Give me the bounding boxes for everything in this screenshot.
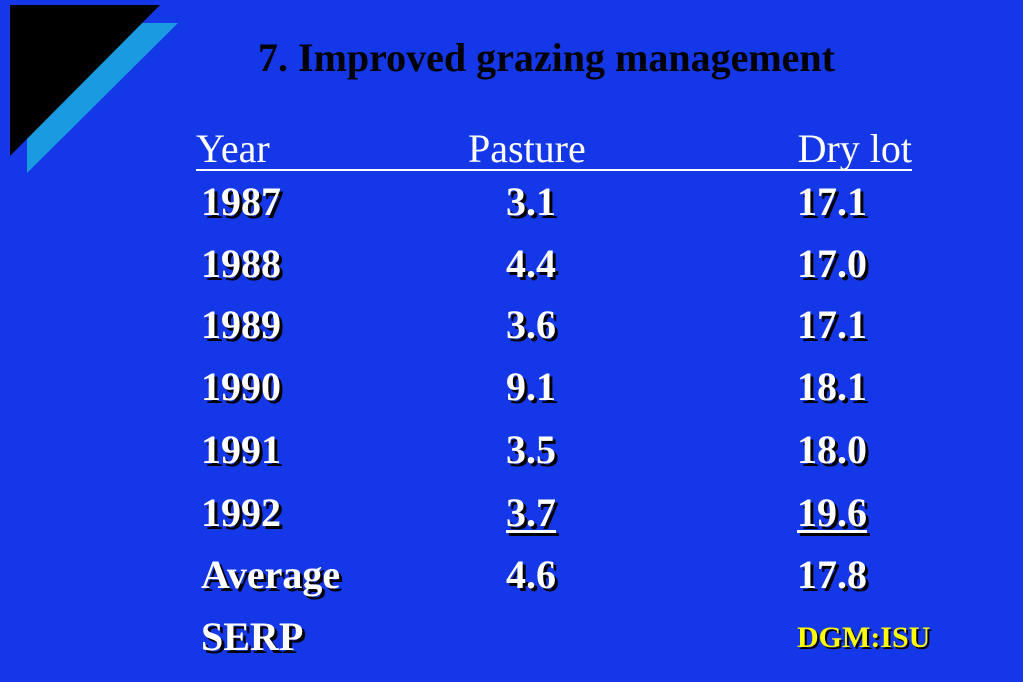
table-row: 1992 3.7 19.6 [0,487,1023,539]
pasture-cell: 3.7 [506,490,556,535]
table-row: 1989 3.6 17.1 [0,299,1023,351]
table-header: Year Pasture Dry lot [196,126,912,172]
pasture-cell: 9.1 [506,364,556,409]
corner-decoration [10,5,178,173]
drylot-cell: 18.0 [797,427,867,472]
table-row: 1991 3.5 18.0 [0,424,1023,476]
source-row: SERP [0,611,1023,663]
average-label: Average [201,552,341,597]
source-label: SERP [201,614,304,659]
header-pasture: Pasture [468,126,586,171]
table-row: 1987 3.1 17.1 [0,176,1023,228]
year-cell: 1990 [201,364,281,409]
average-pasture: 4.6 [506,552,556,597]
drylot-cell: 17.1 [797,302,867,347]
slide-title: 7. Improved grazing management [258,35,835,80]
header-year: Year [196,126,270,171]
average-row: Average 4.6 17.8 [0,549,1023,601]
pasture-cell: 3.6 [506,302,556,347]
drylot-cell: 17.1 [797,179,867,224]
header-underline [196,169,912,171]
header-drylot: Dry lot [797,126,912,171]
average-drylot: 17.8 [797,552,867,597]
year-cell: 1991 [201,427,281,472]
year-cell: 1987 [201,179,281,224]
drylot-cell: 19.6 [797,490,867,535]
year-cell: 1989 [201,302,281,347]
table-row: 1988 4.4 17.0 [0,238,1023,290]
pasture-cell: 4.4 [506,241,556,286]
pasture-cell: 3.1 [506,179,556,224]
drylot-cell: 17.0 [797,241,867,286]
drylot-cell: 18.1 [797,364,867,409]
pasture-cell: 3.5 [506,427,556,472]
decoration-dark-triangle [10,5,160,156]
year-cell: 1992 [201,490,281,535]
table-row: 1990 9.1 18.1 [0,361,1023,413]
year-cell: 1988 [201,241,281,286]
author-credit: DGM:ISU [797,621,931,654]
